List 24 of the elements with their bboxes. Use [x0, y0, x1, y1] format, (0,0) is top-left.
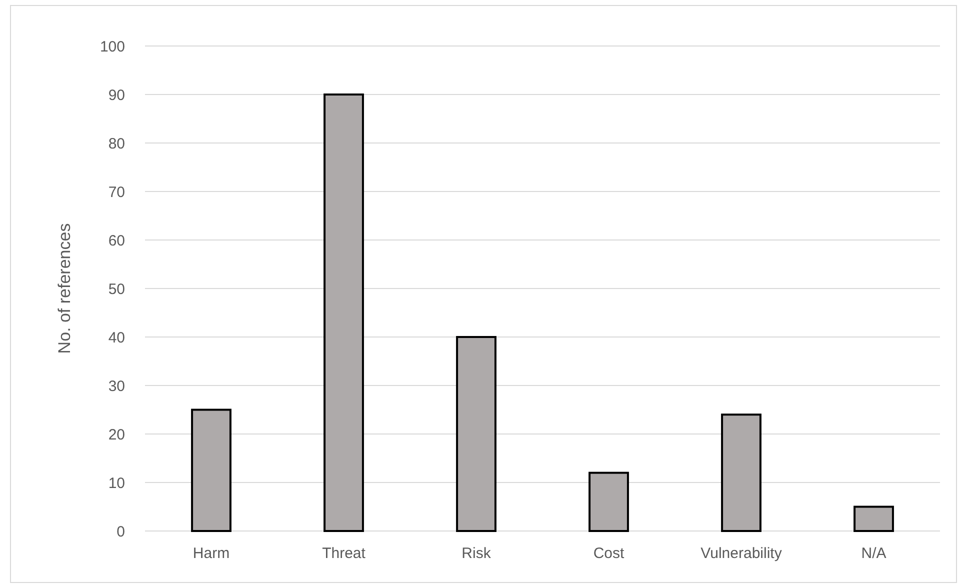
y-tick-label: 30 — [108, 378, 125, 395]
y-tick-label: 70 — [108, 184, 125, 201]
y-axis-title: No. of references — [55, 223, 74, 354]
y-tick-label: 0 — [116, 523, 125, 540]
bar — [456, 336, 496, 532]
x-tick-label: Threat — [322, 545, 366, 562]
y-tick-label: 20 — [108, 426, 125, 444]
x-tick-label: Cost — [593, 545, 626, 562]
y-tick-label: 80 — [108, 135, 125, 152]
x-tick-label: Risk — [462, 545, 492, 562]
bar — [324, 94, 364, 532]
y-tick-label: 50 — [108, 280, 125, 298]
y-tick-label: 10 — [108, 474, 125, 492]
bar — [191, 408, 232, 532]
y-tick-label: 90 — [108, 86, 125, 104]
bar — [588, 472, 629, 532]
y-tick-label: 60 — [108, 232, 125, 250]
x-tick-label: Vulnerability — [700, 545, 782, 562]
x-tick-label: Harm — [192, 545, 230, 562]
y-tick-label: 100 — [100, 38, 125, 56]
bar — [854, 506, 894, 532]
bar — [721, 414, 762, 532]
x-tick-label: N/A — [861, 545, 886, 562]
y-tick-label: 40 — [108, 329, 125, 346]
